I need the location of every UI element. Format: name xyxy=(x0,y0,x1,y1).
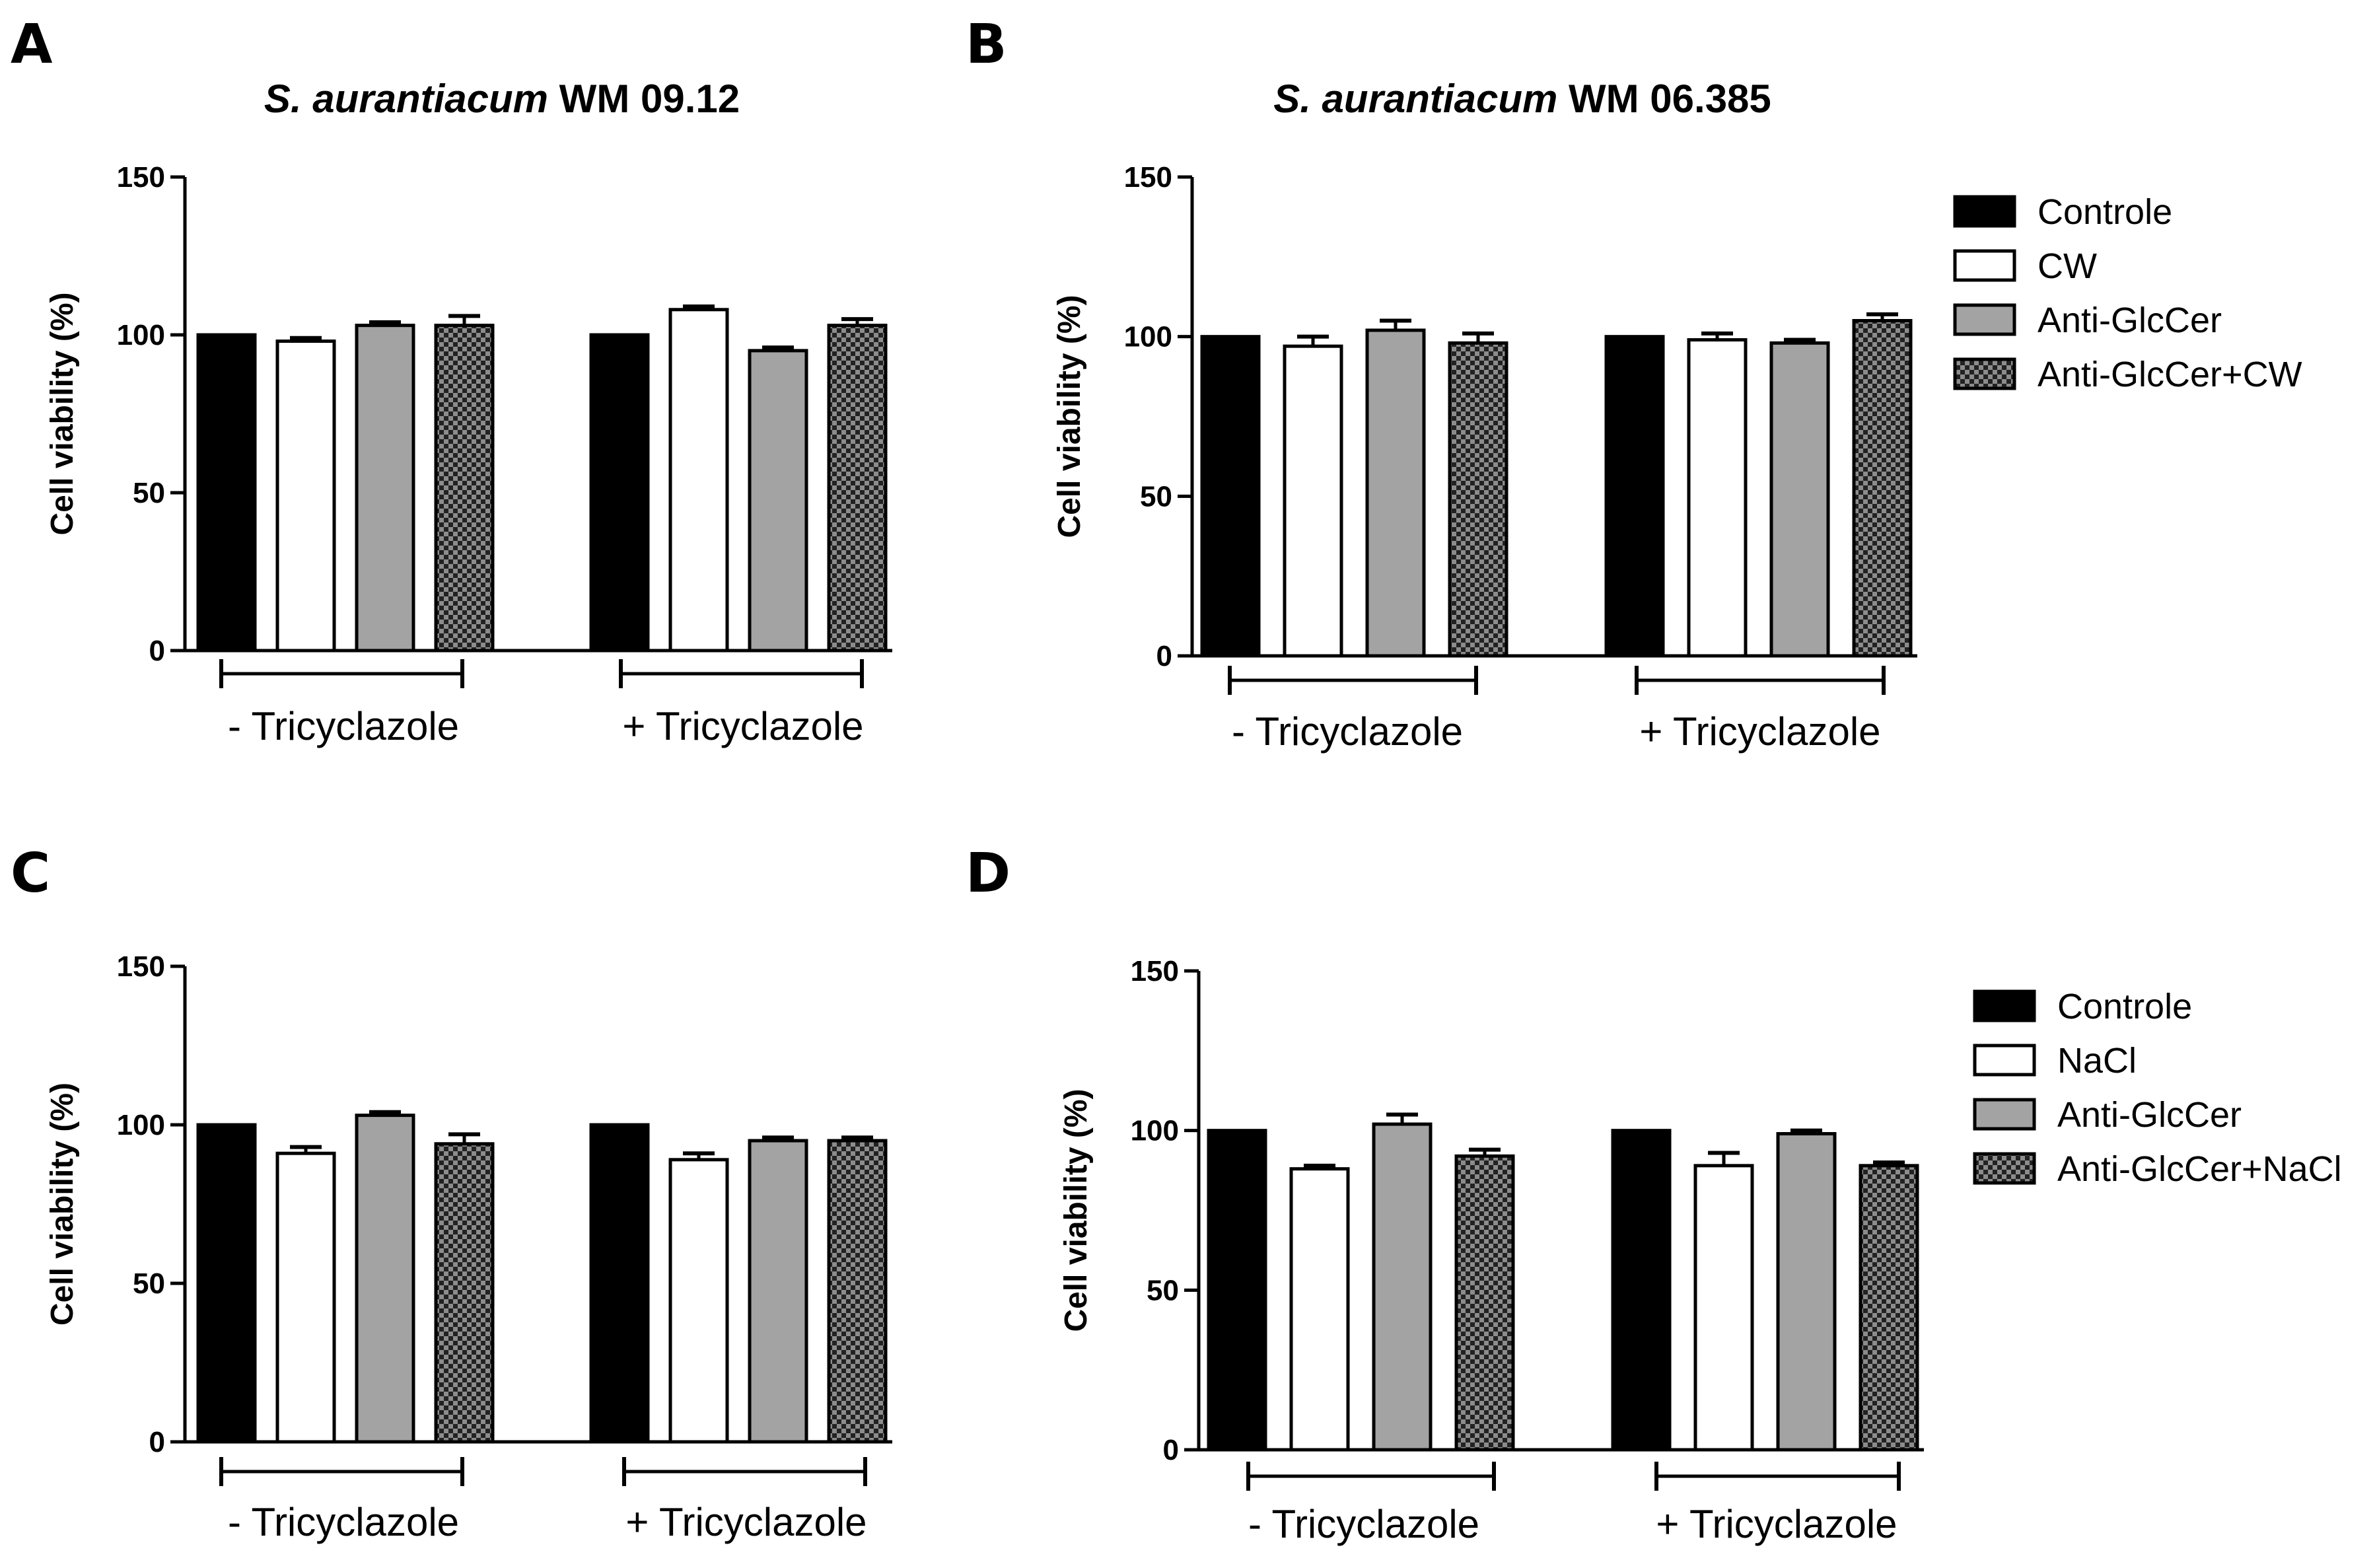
bar-anti-glccer-nacl-plus xyxy=(1859,1164,1919,1452)
y-tick-label: 100 xyxy=(1131,1115,1179,1147)
y-axis-label: Cell viability (%) xyxy=(1052,295,1087,538)
chart-title: S. aurantiacum WM 09.12 xyxy=(264,77,740,121)
bar-nacl-plus xyxy=(1693,1164,1754,1452)
bar-cw-minus xyxy=(275,339,336,653)
legend-label: CW xyxy=(2038,246,2097,286)
chart-title-rest: WM 06.385 xyxy=(1557,77,1771,121)
panel-C: C 0 50 100 150 Cell viability (%) - Tricyclazo… xyxy=(11,842,892,1544)
group-label: - Tricyclazole xyxy=(1248,1502,1479,1546)
legend-swatch-anti-glccer-cw xyxy=(1953,357,2016,390)
legend-swatch-anti-glccer-nacl xyxy=(1973,1152,2036,1185)
bar-anti-glccer-minus xyxy=(355,1114,415,1444)
chart-title-italic: S. aurantiacum xyxy=(1273,77,1557,121)
bar-controle-plus xyxy=(589,1123,650,1444)
bar-anti-glccer-cw-plus xyxy=(827,324,888,653)
group-label: - Tricyclazole xyxy=(228,1500,459,1544)
bar-anti-glccer-nacl-plus xyxy=(827,1139,888,1444)
y-axis-label: Cell viability (%) xyxy=(45,1083,80,1326)
chart-title: S. aurantiacum WM 06.385 xyxy=(1273,77,1771,121)
bar-cw-plus xyxy=(668,308,729,653)
y-tick-label: 150 xyxy=(117,950,165,983)
bar-nacl-minus xyxy=(1289,1167,1350,1452)
panel-B: B S. aurantiacum WM 06.385 0 50 100 150 Cell v… xyxy=(966,13,2302,754)
panel-D: D 0 50 100 150 Cell viability (%) - Tricyclazo… xyxy=(966,842,2342,1546)
bar-controle-minus xyxy=(1200,335,1261,658)
legend-label: Anti-GlcCer xyxy=(2038,301,2222,340)
legend-swatch-nacl xyxy=(1973,1044,2036,1077)
y-tick-label: 0 xyxy=(149,635,165,667)
panel-letter: A xyxy=(11,13,53,76)
legend-label: Anti-GlcCer+NaCl xyxy=(2057,1149,2342,1189)
legend-swatch-controle xyxy=(1953,195,2016,228)
bar-anti-glccer-plus xyxy=(1776,1132,1837,1452)
legend: Controle NaCl Anti-GlcCer Anti-GlcCer+NaCl xyxy=(1973,987,2342,1189)
y-tick-label: 50 xyxy=(1140,480,1172,513)
y-tick-label: 150 xyxy=(1131,955,1179,987)
legend-swatch-anti-glccer xyxy=(1973,1098,2036,1131)
group-label: + Tricyclazole xyxy=(625,1500,867,1544)
bar-anti-glccer-nacl-minus xyxy=(434,1142,495,1444)
bar-controle-plus xyxy=(589,333,650,653)
panel-letter: B xyxy=(966,13,1007,76)
legend-label: Anti-GlcCer+CW xyxy=(2038,355,2302,394)
y-axis-label: Cell viability (%) xyxy=(45,292,80,535)
bar-controle-minus xyxy=(1207,1129,1267,1452)
y-axis-label: Cell viability (%) xyxy=(1059,1088,1094,1332)
bar-anti-glccer-minus xyxy=(1372,1122,1433,1452)
legend-swatch-controle xyxy=(1973,989,2036,1022)
bar-nacl-plus xyxy=(668,1158,729,1444)
group-label: - Tricyclazole xyxy=(1232,709,1463,754)
bar-anti-glccer-minus xyxy=(1365,328,1426,658)
bar-anti-glccer-plus xyxy=(748,349,808,653)
y-tick-label: 0 xyxy=(1156,640,1172,672)
y-tick-label: 0 xyxy=(1163,1434,1179,1466)
group-label: + Tricyclazole xyxy=(1639,709,1880,754)
bar-anti-glccer-cw-minus xyxy=(1448,341,1508,658)
bar-anti-glccer-cw-minus xyxy=(434,324,495,653)
legend-swatch-anti-glccer xyxy=(1953,303,2016,336)
y-tick-label: 150 xyxy=(1124,161,1172,194)
panel-letter: D xyxy=(966,842,1010,905)
chart-title-italic: S. aurantiacum xyxy=(264,77,548,121)
panel-A: A S. aurantiacum WM 09.12 0 50 100 150 Cell vi… xyxy=(11,13,892,748)
y-tick-label: 100 xyxy=(117,319,165,351)
y-tick-label: 100 xyxy=(1124,321,1172,353)
legend-swatch-cw xyxy=(1953,249,2016,282)
y-tick-label: 0 xyxy=(149,1426,165,1458)
bar-anti-glccer-nacl-minus xyxy=(1454,1154,1515,1452)
bar-anti-glccer-plus xyxy=(1769,341,1830,658)
legend-label: NaCl xyxy=(2057,1041,2137,1081)
y-tick-label: 150 xyxy=(117,161,165,194)
bar-controle-minus xyxy=(196,1123,257,1444)
legend-label: Anti-GlcCer xyxy=(2057,1095,2242,1135)
group-label: + Tricyclazole xyxy=(622,704,863,748)
group-label: - Tricyclazole xyxy=(228,704,459,748)
group-label: + Tricyclazole xyxy=(1656,1502,1897,1546)
bar-controle-plus xyxy=(1604,335,1665,658)
legend-label: Controle xyxy=(2038,192,2172,232)
legend-label: Controle xyxy=(2057,987,2192,1026)
bar-anti-glccer-cw-plus xyxy=(1852,319,1913,658)
bar-cw-minus xyxy=(1283,344,1343,658)
y-tick-label: 50 xyxy=(133,477,165,509)
chart-title-rest: WM 09.12 xyxy=(548,77,740,121)
bar-anti-glccer-plus xyxy=(748,1139,808,1444)
y-tick-label: 50 xyxy=(133,1267,165,1300)
bar-cw-plus xyxy=(1687,338,1748,658)
bar-controle-minus xyxy=(196,333,257,653)
y-tick-label: 50 xyxy=(1147,1274,1179,1306)
panel-letter: C xyxy=(11,842,50,905)
bar-controle-plus xyxy=(1611,1129,1672,1452)
y-tick-label: 100 xyxy=(117,1109,165,1141)
legend: Controle CW Anti-GlcCer Anti-GlcCer+CW xyxy=(1953,192,2302,394)
bar-anti-glccer-minus xyxy=(355,324,415,653)
bar-nacl-minus xyxy=(275,1151,336,1444)
